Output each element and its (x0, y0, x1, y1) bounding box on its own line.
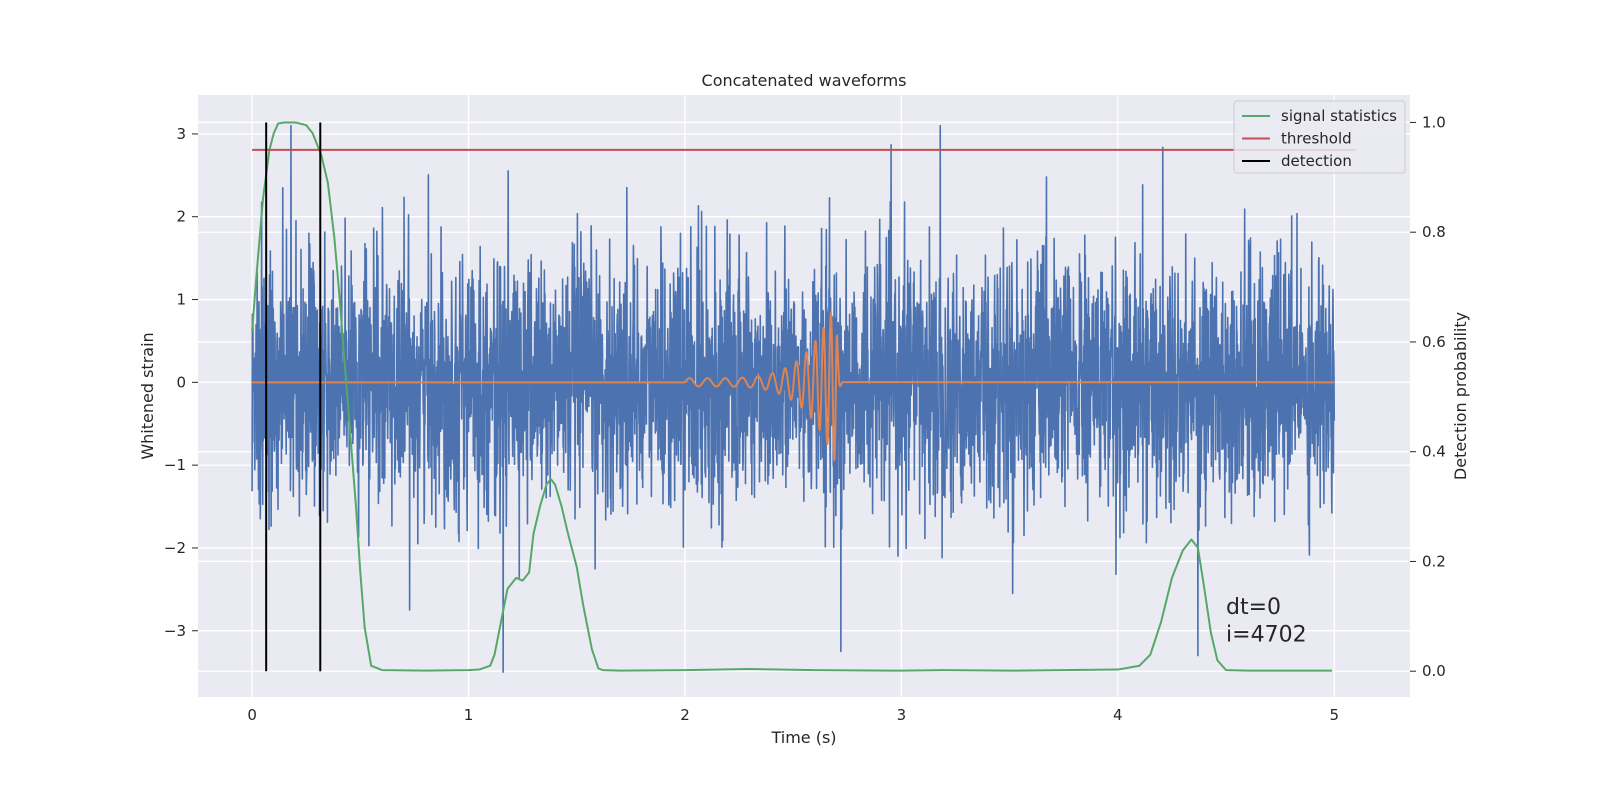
y2-tick-label: 0.2 (1422, 552, 1446, 570)
annotation-index: i=4702 (1226, 623, 1307, 648)
y-tick-label: 0 (176, 373, 186, 391)
legend-label-detection: detection (1281, 152, 1352, 170)
legend-label-signal-statistics: signal statistics (1281, 107, 1397, 125)
y-tick-label: 1 (176, 291, 186, 309)
y-axis-label: Whitened strain (138, 332, 157, 459)
y-tick-label: −2 (164, 539, 186, 557)
annotations: dt=0 i=4702 (1226, 595, 1307, 647)
y2-tick-label: 0.0 (1422, 662, 1446, 680)
chart-title: Concatenated waveforms (702, 71, 907, 90)
series-detection (265, 122, 322, 672)
tick-labels: 0 1 2 3 4 5 −3 −2 −1 0 1 2 3 0.0 0.2 0.4 0.6 0.8 1.0 (164, 113, 1446, 724)
y2-tick-label: 0.6 (1422, 333, 1446, 351)
y2-tick-label: 0.4 (1422, 443, 1446, 461)
legend-label-threshold: threshold (1281, 130, 1352, 148)
y-tick-label: −3 (164, 622, 186, 640)
x-tick-label: 0 (247, 706, 257, 724)
x-tick-label: 4 (1113, 706, 1123, 724)
series-injected-signal (252, 311, 1335, 462)
legend: signal statistics threshold detection (1233, 100, 1406, 174)
y2-axis-label: Detection probability (1451, 312, 1470, 480)
y2-tick-label: 0.8 (1422, 223, 1446, 241)
legend-box (1233, 100, 1406, 174)
chirp-trace (252, 311, 1335, 462)
x-tick-label: 3 (897, 706, 907, 724)
y-tick-label: −1 (164, 456, 186, 474)
x-tick-label: 1 (464, 706, 474, 724)
x-tick-label: 5 (1329, 706, 1339, 724)
x-tick-label: 2 (680, 706, 690, 724)
x-axis-label: Time (s) (770, 728, 836, 747)
y-tick-label: 3 (176, 125, 186, 143)
y2-tick-label: 1.0 (1422, 113, 1446, 131)
y-tick-label: 2 (176, 208, 186, 226)
annotation-dt: dt=0 (1226, 595, 1281, 620)
